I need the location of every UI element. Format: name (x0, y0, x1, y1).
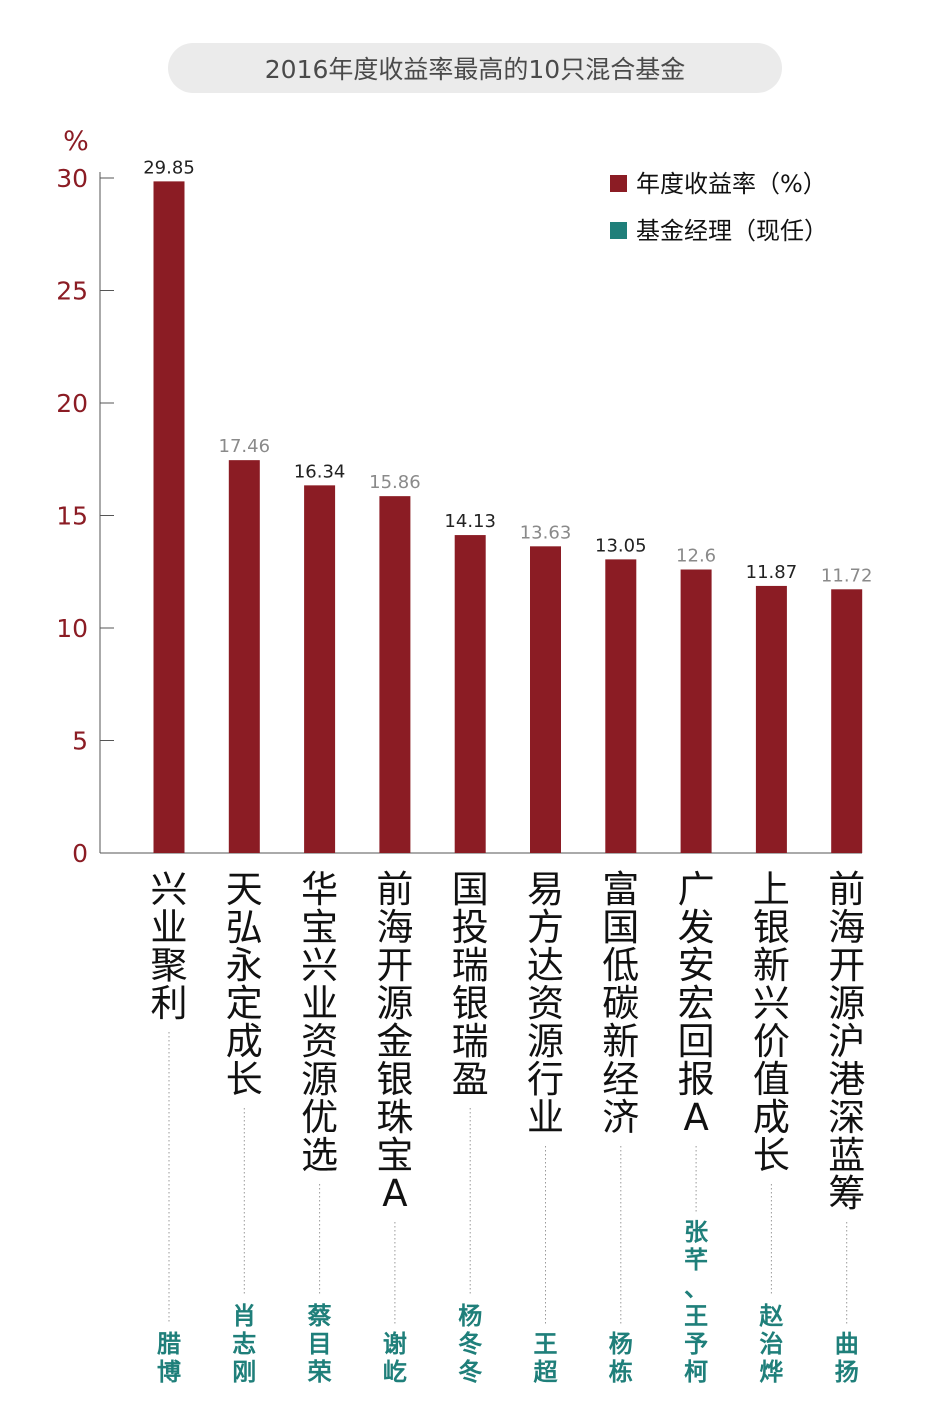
legend-swatch-manager (610, 222, 627, 239)
chart-title: 2016年度收益率最高的10只混合基金 (168, 43, 782, 93)
manager-label: 王超 (534, 1330, 559, 1386)
y-tick-label: 25 (56, 277, 88, 306)
category-label: 兴业聚利 (151, 868, 188, 1025)
y-tick-label: 10 (56, 614, 88, 643)
manager-label: 腊博 (156, 1330, 181, 1386)
bar (379, 496, 411, 853)
legend-label-manager: 基金经理（现任） (636, 217, 828, 245)
bar (755, 585, 787, 853)
bar-value-label: 12.6 (676, 546, 716, 567)
bar (530, 546, 561, 853)
bar-value-label: 11.87 (746, 562, 798, 583)
category-label: 易方达资源行业 (527, 868, 564, 1139)
bar (153, 181, 185, 853)
manager-label: 蔡目荣 (308, 1302, 332, 1386)
bar-value-label: 14.13 (444, 511, 496, 532)
bar-value-label: 29.85 (143, 157, 195, 178)
category-label: 天弘永定成长 (226, 868, 263, 1101)
manager-label: 肖志刚 (232, 1302, 256, 1386)
category-label: 前海开源沪港深蓝筹 (828, 868, 865, 1215)
manager-label: 谢屹 (383, 1330, 407, 1386)
bar (304, 485, 336, 853)
bar-value-label: 11.72 (821, 565, 873, 586)
category-label: 前海开源金银珠宝 A (376, 868, 413, 1215)
manager-label: 张芊、王予柯 (684, 1218, 709, 1386)
manager-label: 杨冬冬 (458, 1302, 482, 1386)
chart-title-text: 2016年度收益率最高的10只混合基金 (264, 55, 686, 84)
bar-value-label: 13.05 (595, 535, 647, 556)
bar-value-label: 16.34 (294, 461, 346, 482)
manager-label: 曲扬 (835, 1330, 859, 1386)
y-tick-label: 0 (72, 839, 88, 868)
category-label: 国投瑞银瑞盈 (452, 868, 489, 1101)
y-tick-label: 20 (56, 389, 88, 418)
category-label: 富国低碳新经济 (602, 868, 639, 1139)
manager-label: 杨栋 (609, 1330, 633, 1386)
category-label: 广发安宏回报 A (678, 868, 715, 1139)
bar-value-label: 17.46 (219, 436, 271, 457)
y-tick-label: 30 (56, 164, 88, 193)
y-axis-label: % (63, 126, 89, 157)
bar (605, 559, 637, 853)
y-tick-label: 15 (56, 502, 88, 531)
bar (831, 589, 863, 853)
bar-value-label: 15.86 (369, 472, 421, 493)
manager-label: 赵治烨 (758, 1302, 784, 1386)
bar (228, 460, 260, 853)
category-label: 华宝兴业资源优选 (301, 868, 338, 1177)
category-label: 上银新兴价值成长 (753, 868, 790, 1177)
y-tick-label: 5 (72, 727, 88, 756)
legend-label-return: 年度收益率（%） (636, 170, 827, 198)
bar (454, 535, 486, 853)
legend-swatch-return (610, 175, 627, 192)
bar-value-label: 13.63 (520, 522, 572, 543)
bar (680, 569, 712, 853)
